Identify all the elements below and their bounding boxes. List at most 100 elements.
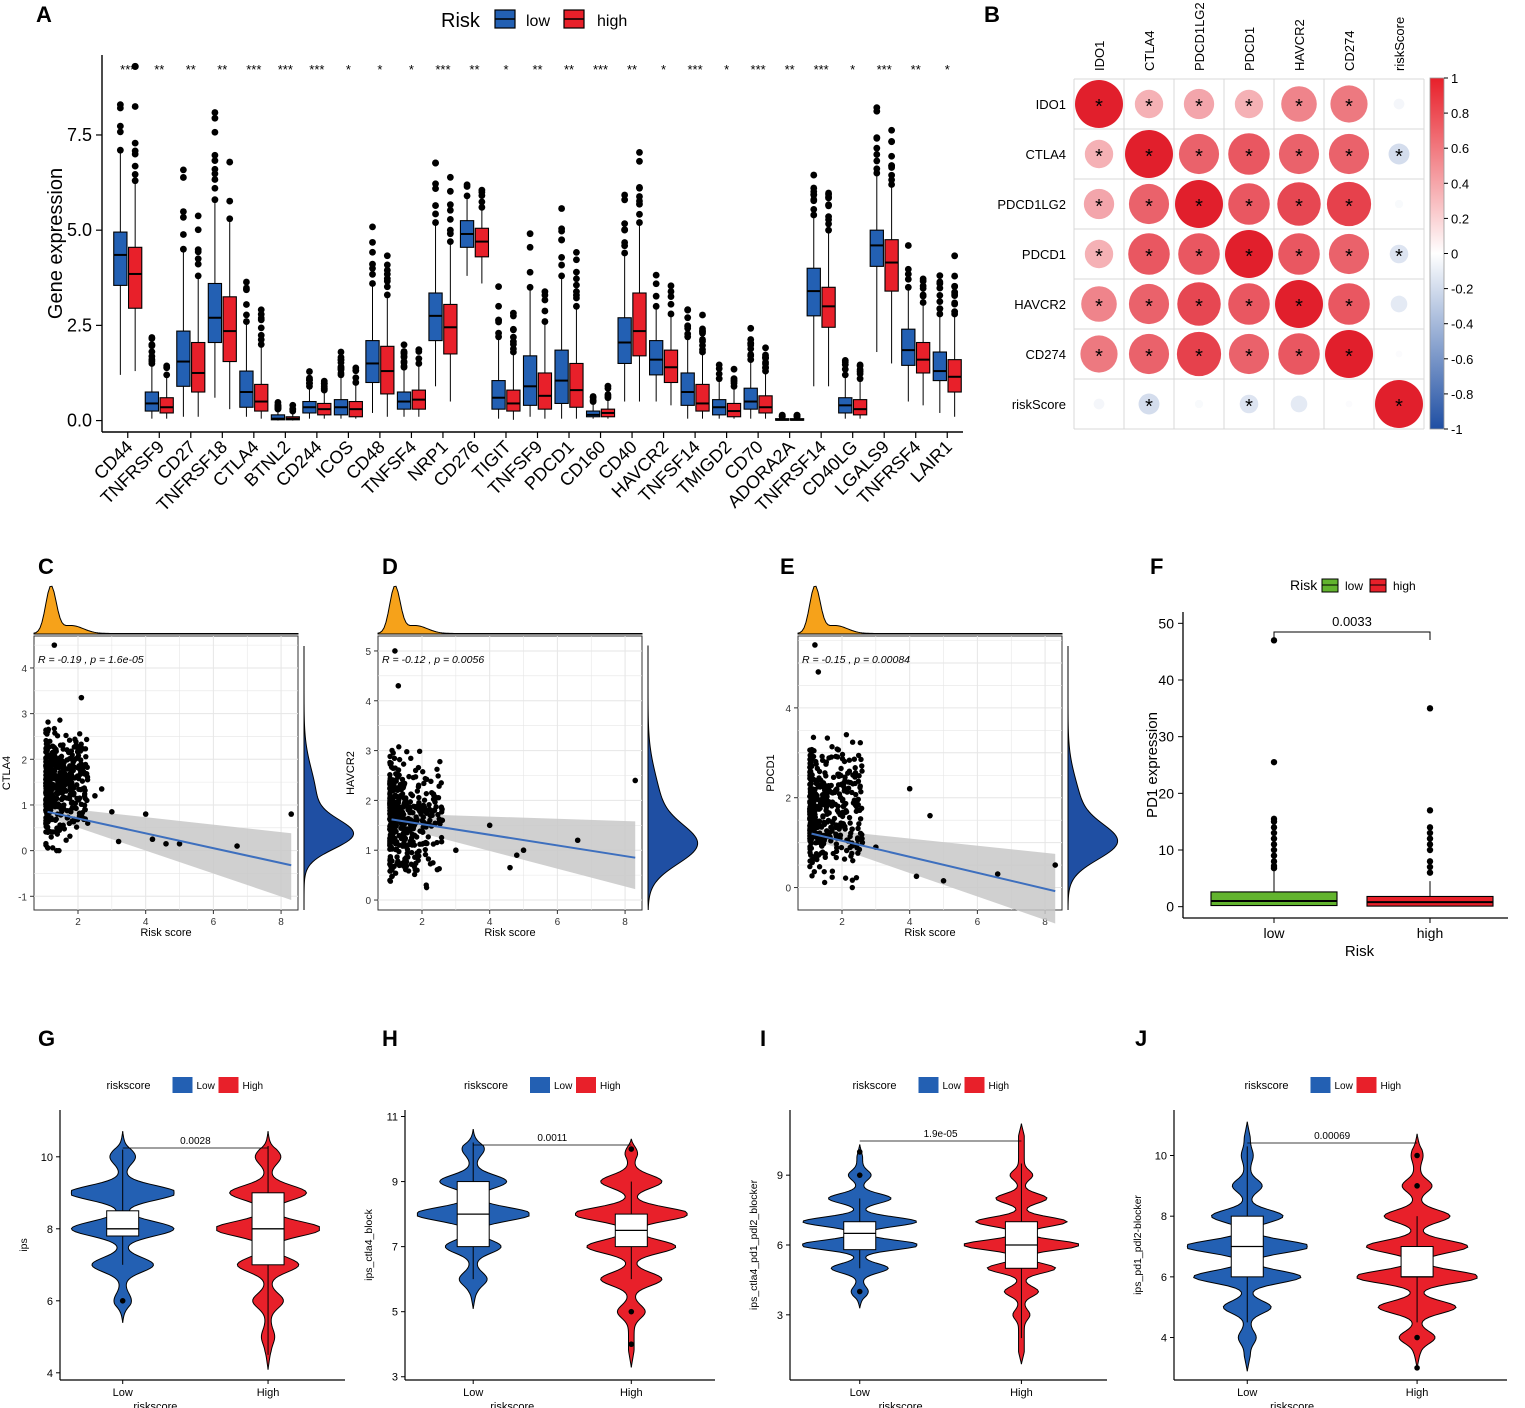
outlier-point — [526, 243, 534, 251]
significance-star: * — [1295, 296, 1303, 318]
legend-swatch-low — [530, 1077, 550, 1093]
box-body — [254, 383, 269, 412]
outlier-point — [1270, 852, 1278, 859]
x-tick-label: Low — [113, 1387, 133, 1399]
outlier-point — [179, 174, 187, 181]
outlier-point — [446, 226, 454, 234]
x-axis-label: riskscore — [1270, 1401, 1314, 1408]
box-high — [632, 149, 647, 402]
scatter-point — [82, 806, 88, 813]
scatter-point — [807, 789, 814, 796]
scatter-point — [824, 735, 831, 741]
scatter-point — [60, 806, 66, 812]
scatter-point — [835, 809, 842, 816]
scatter-point — [64, 795, 70, 801]
outlier-point — [432, 180, 439, 188]
p-value-label: 1.9e-05 — [924, 1129, 958, 1140]
y-tick-label: 1 — [365, 846, 371, 857]
y-tick-label: 2 — [365, 796, 371, 807]
outlier-point — [226, 215, 234, 223]
outlier-point — [904, 275, 912, 283]
outlier-point — [243, 301, 250, 308]
y-tick-label: 0 — [21, 847, 27, 858]
scatter-point — [828, 824, 834, 831]
outlier-point — [289, 401, 297, 409]
outlier-point — [558, 261, 566, 269]
panel-label-i: I — [760, 1026, 766, 1051]
outlier-point — [148, 334, 156, 341]
x-axis-label: Risk score — [904, 927, 955, 939]
scatter-point — [858, 756, 864, 763]
y-tick-label: 3 — [777, 1310, 783, 1322]
correlation-circle — [1278, 333, 1320, 375]
y-tick-label: 6 — [1161, 1272, 1167, 1284]
outlier-point — [1426, 835, 1434, 842]
significance-star: * — [1195, 146, 1203, 168]
outlier-point — [1414, 1152, 1420, 1159]
y-tick-label: 7.5 — [67, 125, 92, 145]
significance-star: * — [1295, 246, 1303, 268]
box-low — [270, 399, 286, 421]
outlier-point — [320, 377, 328, 385]
colorbar-tick-label: -0.2 — [1451, 282, 1473, 297]
outlier-point — [825, 216, 832, 223]
correlation-circle — [1125, 130, 1173, 178]
outlier-point — [856, 1149, 863, 1155]
significance-star: * — [1245, 96, 1253, 118]
outlier-point — [856, 1288, 863, 1295]
correlation-circle — [1277, 182, 1321, 226]
outlier-point — [274, 399, 282, 406]
outlier-point — [257, 324, 265, 332]
correlation-circle — [1194, 399, 1204, 409]
scatter-point — [84, 797, 90, 804]
box-low — [176, 166, 191, 417]
scatter-point — [434, 766, 440, 772]
scatter-point — [403, 795, 409, 801]
outlier-point — [148, 342, 156, 350]
correlation-circle — [1183, 88, 1215, 120]
scatter-point — [142, 811, 149, 817]
scatter-point — [854, 798, 860, 804]
scatter-point — [809, 873, 815, 879]
y-axis-label: ips — [18, 1238, 30, 1251]
correlation-annotation: R = -0.19 , p = 1.6e-05 — [38, 654, 144, 666]
outlier-point — [383, 291, 391, 299]
x-tick-label: 8 — [1042, 917, 1048, 928]
scatter-point — [44, 769, 50, 776]
outlier-point — [1270, 829, 1278, 837]
correlation-circle — [1375, 380, 1423, 428]
outlier-point — [730, 365, 738, 373]
outlier-point — [446, 201, 454, 209]
outlier-point — [621, 196, 629, 204]
significance-label: ** — [911, 62, 921, 77]
scatter-point — [940, 878, 947, 884]
outlier-point — [636, 149, 643, 156]
outlier-point — [936, 280, 944, 288]
scatter-point — [393, 828, 399, 835]
outlier-point — [621, 220, 629, 228]
scatter-point — [44, 752, 51, 758]
x-axis-label: riskscore — [490, 1401, 534, 1408]
x-tick-label: Low — [463, 1387, 483, 1399]
y-density — [647, 646, 699, 911]
scatter-point — [421, 780, 427, 787]
significance-label: ** — [469, 62, 479, 77]
legend-label-high: High — [989, 1081, 1010, 1092]
column-label: CTLA4 — [1142, 31, 1157, 71]
x-density — [33, 585, 299, 635]
x-tick-label: 2 — [75, 917, 81, 928]
scatter-point — [855, 837, 861, 843]
significance-star: * — [1095, 96, 1103, 118]
outlier-point — [628, 1146, 635, 1152]
p-value-label: 0.0033 — [1332, 614, 1372, 629]
box-body — [506, 389, 521, 412]
outlier-point — [1270, 824, 1278, 831]
outlier-point — [1426, 841, 1434, 848]
scatter-point — [421, 797, 428, 803]
box-low — [522, 230, 538, 417]
scatter-point — [49, 785, 55, 791]
column-label: IDO1 — [1092, 41, 1107, 71]
scatter-point — [77, 731, 83, 737]
scatter-point — [50, 760, 56, 766]
correlation-circle — [1389, 244, 1409, 264]
